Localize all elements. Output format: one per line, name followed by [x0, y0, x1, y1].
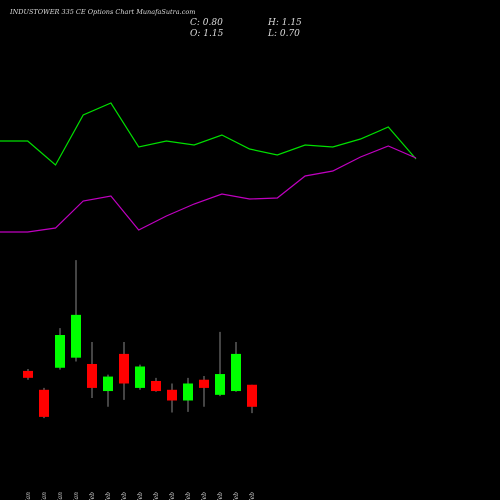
close-label: C: 0.80 [190, 18, 223, 28]
candle-body [167, 389, 177, 401]
x-tick-label: 19 Jan [25, 492, 32, 500]
x-tick-label: 29 Jan [57, 492, 64, 500]
candle-body [39, 389, 49, 417]
x-tick-label: 02 Feb [105, 492, 112, 500]
x-tick-label: 06 Feb [169, 492, 176, 500]
candle-body [135, 366, 145, 388]
low-label: L: 0.70 [267, 29, 300, 39]
candle-body [119, 353, 129, 384]
x-tick-label: 30 Jan [73, 492, 80, 500]
candle-body [71, 314, 81, 358]
candle-body [23, 370, 33, 378]
candle-body [151, 380, 161, 392]
candle-body [55, 335, 65, 368]
candle-body [103, 376, 113, 392]
candle-body [183, 383, 193, 401]
x-tick-label: 21 Jan [41, 492, 48, 500]
x-tick-label: 10 Feb [201, 492, 208, 500]
chart-title: INDUSTOWER 335 CE Options Chart MunafaSu… [9, 8, 195, 16]
high-label: H: 1.15 [267, 18, 302, 28]
x-tick-label: 03 Feb [121, 492, 128, 500]
x-tick-label: 04 Feb [137, 492, 144, 500]
candle-body [215, 374, 225, 395]
x-tick-label: 12 Feb [233, 492, 240, 500]
x-tick-label: 05 Feb [153, 492, 160, 500]
x-tick-label: 01 Feb [89, 492, 96, 500]
candle-body [247, 384, 257, 407]
open-label: O: 1.15 [190, 29, 224, 39]
x-tick-label: 11 Feb [217, 492, 224, 500]
indicator-line [0, 102, 417, 166]
candle-body [87, 363, 97, 388]
x-tick-label: 13 Feb [249, 492, 256, 500]
x-tick-label: 09 Feb [185, 492, 192, 500]
indicator-line [0, 145, 417, 233]
candle-body [199, 379, 209, 388]
candle-body [231, 353, 241, 392]
